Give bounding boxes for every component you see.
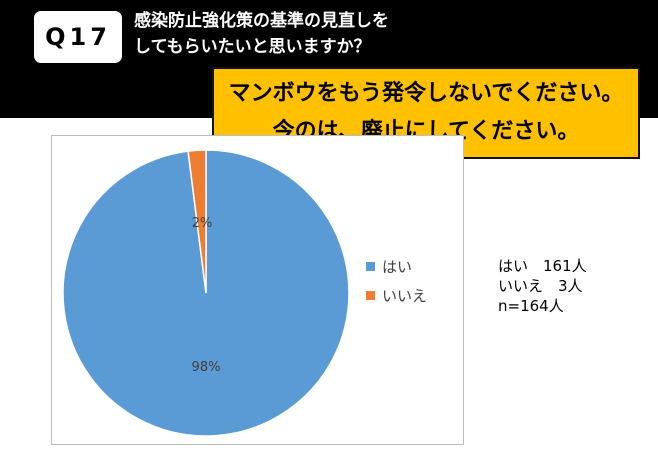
legend-label-no: いいえ <box>382 287 427 305</box>
question-line-2: してもらいたいと思いますか？ <box>134 37 371 57</box>
count-no: いいえ 3人 <box>498 277 583 295</box>
legend-swatch-no <box>366 291 375 300</box>
question-number-badge: Q17 <box>34 11 122 63</box>
sample-size: n=164人 <box>498 297 564 315</box>
data-label-yes: 98% <box>192 360 221 375</box>
banner-line-1: マンボウをもう発令しないでください。 <box>228 81 624 106</box>
chart-frame: 98% 2% はいいいえ <box>51 135 464 445</box>
legend-swatch-yes <box>366 262 375 271</box>
response-counts: はい 161人 いいえ 3人 n=164人 <box>498 256 587 316</box>
question-text: 感染防止強化策の基準の見直しを してもらいたいと思いますか？ <box>134 8 474 60</box>
count-yes: はい 161人 <box>498 257 587 275</box>
data-label-no: 2% <box>192 216 213 231</box>
slice-no <box>187 149 207 294</box>
legend-label-yes: はい <box>382 258 412 276</box>
question-line-1: 感染防止強化策の基準の見直しを <box>134 11 389 31</box>
